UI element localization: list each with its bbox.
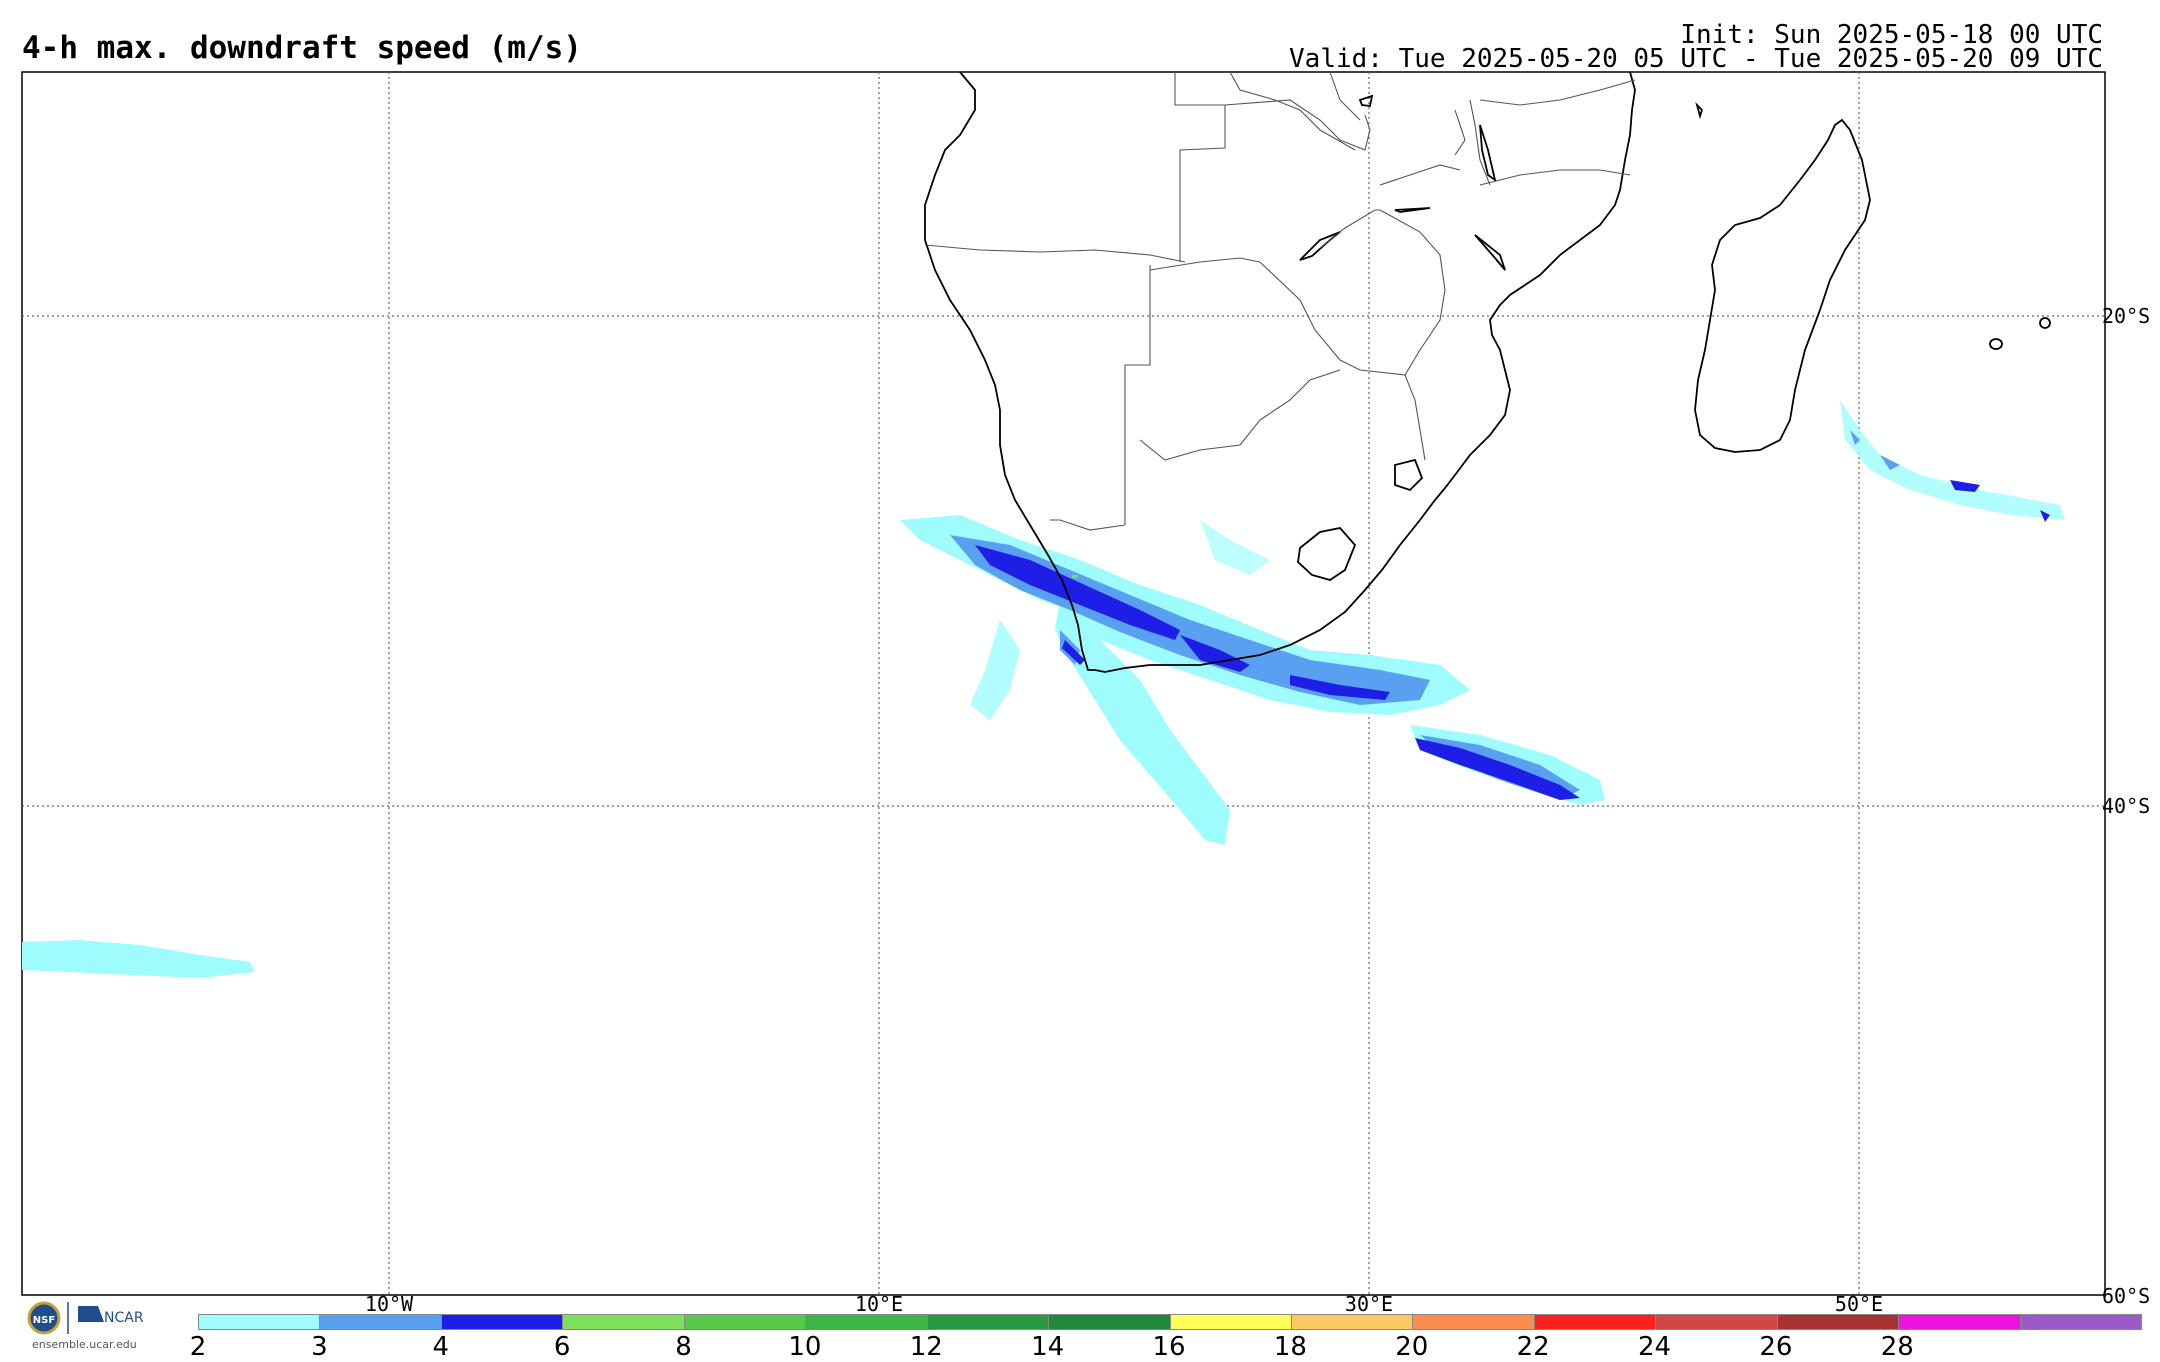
colorbar-tick-label: 18 (1273, 1332, 1307, 1362)
border-tanzania (1479, 79, 1636, 106)
colorbar-tick-label: 14 (1031, 1332, 1065, 1362)
border-sa-moz (1404, 374, 1426, 461)
downdraft-green-spot (1072, 575, 1078, 578)
colorbar-tick-label: 28 (1880, 1332, 1914, 1362)
colorbar-box (563, 1315, 685, 1329)
map-frame (21, 71, 2106, 1296)
lake-malawi (1479, 124, 1497, 183)
border-zambia (1174, 72, 1226, 262)
lat-label-20s: 20°S (2102, 304, 2151, 328)
mauritius-island (1989, 338, 2003, 350)
downdraft-core-6 (1062, 640, 1085, 665)
nsf-logo-icon: NSF (27, 1301, 61, 1335)
colorbar-tick-label: 6 (553, 1332, 571, 1362)
border-zambia-zim (1319, 209, 1380, 249)
colorbar-box (1899, 1315, 2021, 1329)
border-namibia-botswana (1124, 265, 1151, 525)
colorbar-box (1534, 1315, 1657, 1329)
comoros-islands (1695, 101, 1704, 120)
colorbar-tick-label: 2 (189, 1332, 207, 1362)
colorbar-box (684, 1315, 807, 1329)
border-malawi (1469, 99, 1491, 186)
downdraft-band-mid (950, 535, 1430, 705)
init-time: Init: Sun 2025-05-18 00 UTC (1680, 20, 2103, 50)
border-malawi-2 (1454, 109, 1466, 156)
border-drc-2 (1329, 71, 1361, 121)
gridlines (22, 72, 2105, 1295)
lon-label-50e: 50°E (1834, 1292, 1884, 1316)
madagascar-coast (1694, 118, 1871, 453)
downdraft-band-mid-4 (1850, 430, 1900, 470)
eswatini-outline (1394, 458, 1424, 492)
lat-label-60s: 60°S (2102, 1284, 2151, 1308)
nsf-text: NSF (33, 1315, 55, 1326)
colorbar-tick-label: 3 (311, 1332, 328, 1362)
downdraft-band-light-7 (1200, 520, 1270, 575)
colorbar-tick-label: 8 (675, 1332, 692, 1362)
colorbar-tick-label: 20 (1395, 1332, 1429, 1362)
border-drc (1229, 71, 1356, 151)
valid-time: Valid: Tue 2025-05-20 05 UTC - Tue 2025-… (1289, 44, 2103, 74)
colorbar-box (1291, 1315, 1414, 1329)
colorbar-tick-label: 22 (1516, 1332, 1550, 1362)
lesotho-outline (1297, 527, 1357, 581)
africa-coast (924, 71, 1636, 673)
downdraft-band-light-6 (22, 940, 255, 978)
border-zim-moz (1359, 209, 1446, 376)
lon-label-10e: 10°E (854, 1292, 904, 1316)
border-namibia-sa (1050, 519, 1126, 531)
lake-victoria (1358, 94, 1374, 107)
border-zambia-moz (1379, 164, 1461, 186)
colorbar-tick-label: 16 (1152, 1332, 1186, 1362)
lon-label-30e: 30°E (1344, 1292, 1394, 1316)
border-botswana-sa (1139, 369, 1341, 461)
colorbar-box (2020, 1315, 2141, 1329)
colorbar-box (1170, 1315, 1292, 1329)
downdraft-core-2 (1180, 635, 1250, 672)
colorbar-box (441, 1315, 564, 1329)
colorbar-box (1777, 1315, 1900, 1329)
map-title: 4-h max. downdraft speed (m/s) (22, 30, 582, 66)
downdraft-field (22, 400, 2065, 978)
downdraft-core-3 (1290, 675, 1390, 700)
colorbar-tick-label: 10 (788, 1332, 822, 1362)
country-borders (924, 71, 1636, 531)
colorbar-box (806, 1315, 928, 1329)
colorbar-box (320, 1315, 442, 1329)
colorbar-box (199, 1315, 321, 1329)
lat-label-40s: 40°S (2102, 794, 2151, 818)
ncar-text: NCAR (104, 1310, 144, 1326)
reunion-island (2039, 317, 2051, 329)
site-url: ensemble.ucar.edu (32, 1338, 137, 1351)
border-caprivi (1149, 257, 1261, 271)
lake-tanganyika-south (1394, 207, 1431, 213)
colorbar-box (1413, 1315, 1535, 1329)
colorbar-box (1049, 1315, 1171, 1329)
downdraft-band-light-3 (1055, 600, 1230, 845)
downdraft-core-5 (1950, 480, 2050, 522)
downdraft-core-4 (1415, 738, 1580, 800)
border-zambia-east (1224, 99, 1371, 151)
downdraft-band-light-5 (1840, 400, 2065, 520)
colorbar-box (927, 1315, 1050, 1329)
border-tanzania-moz (1479, 169, 1631, 186)
colorbar-tick-label: 4 (432, 1332, 450, 1362)
colorbar-box (1656, 1315, 1778, 1329)
downdraft-core-1 (975, 545, 1180, 640)
border-botswana-zim (1259, 261, 1361, 371)
lon-label-10w: 10°W (364, 1292, 414, 1316)
colorbar-tick-label: 26 (1759, 1332, 1793, 1362)
colorbar-tick-label: 24 (1637, 1332, 1672, 1362)
border-angola-namibia (924, 244, 1186, 263)
downdraft-band-light-4 (970, 620, 1020, 720)
ncar-logo-icon: NCAR (78, 1306, 144, 1326)
mozambique-lake (1474, 234, 1506, 271)
colorbar (198, 1314, 2142, 1330)
coastlines (924, 71, 2051, 673)
colorbar-tick-label: 12 (909, 1332, 943, 1362)
